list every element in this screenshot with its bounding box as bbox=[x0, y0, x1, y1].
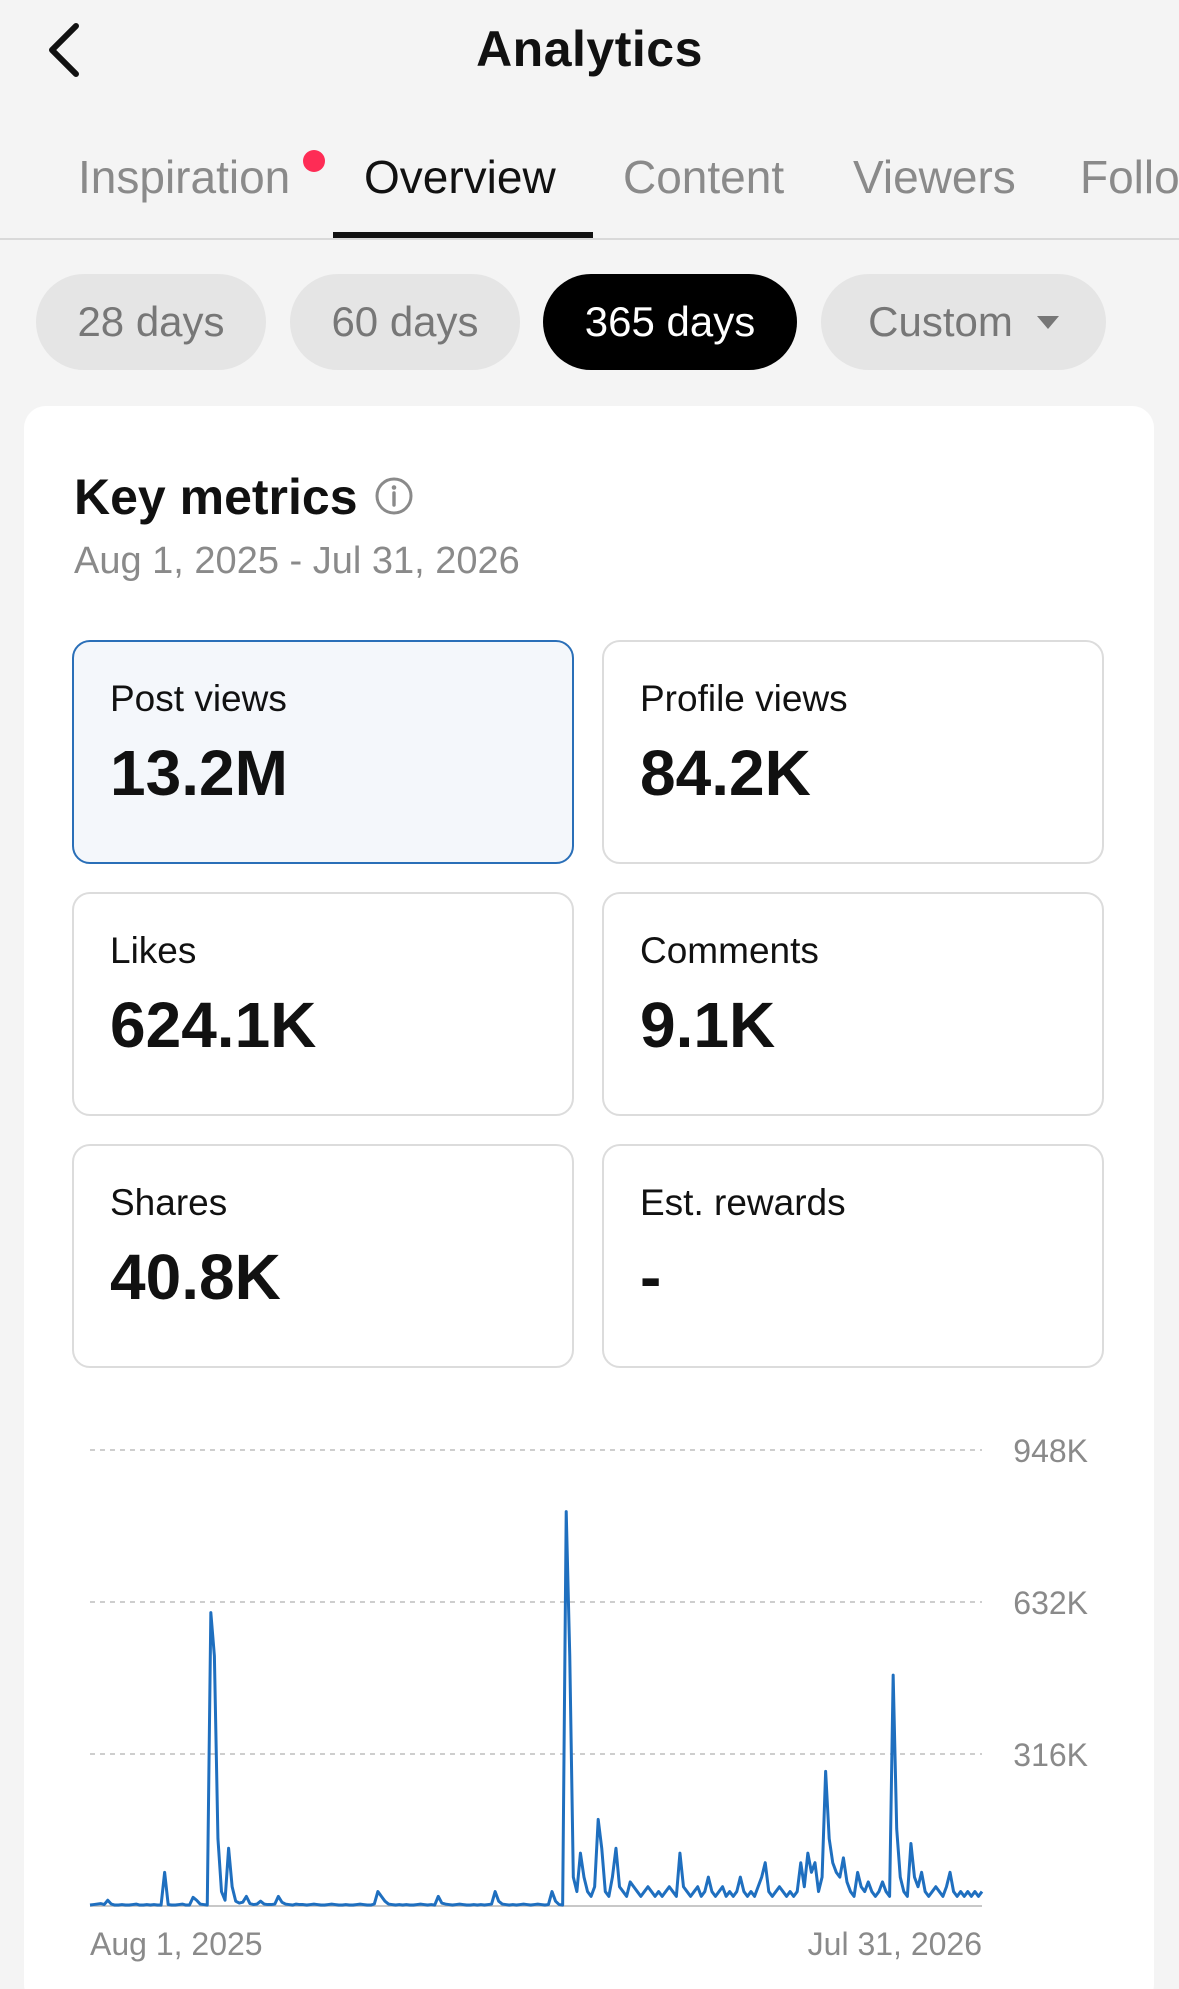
page-title: Analytics bbox=[476, 21, 703, 77]
tab-content[interactable]: Content bbox=[623, 151, 785, 203]
key-metrics-card: Key metrics Aug 1, 2025 - Jul 31, 2026 P… bbox=[24, 406, 1154, 1989]
metric-value: 624.1K bbox=[110, 989, 317, 1061]
caret-down-icon bbox=[1036, 315, 1059, 329]
chip-label: Custom bbox=[868, 298, 1013, 345]
tab-viewers[interactable]: Viewers bbox=[853, 151, 1016, 203]
notification-dot bbox=[303, 150, 325, 172]
metric-card-shares[interactable]: Shares 40.8K bbox=[72, 1144, 574, 1368]
active-tab-indicator bbox=[333, 232, 593, 238]
period-28-days-chip[interactable]: 28 days bbox=[36, 274, 266, 370]
header: Analytics bbox=[0, 0, 1179, 104]
metric-card-profile-views[interactable]: Profile views 84.2K bbox=[602, 640, 1104, 864]
period-custom-dropdown[interactable]: Custom bbox=[821, 274, 1106, 370]
tab-inspiration[interactable]: Inspiration bbox=[78, 151, 291, 203]
chip-label: 60 days bbox=[331, 298, 479, 345]
tab-followers[interactable]: Follo bbox=[1080, 151, 1179, 203]
tab-bar: Inspiration Overview Content Viewers Fol… bbox=[0, 122, 1179, 240]
metric-value: 9.1K bbox=[640, 989, 776, 1061]
info-icon[interactable] bbox=[374, 476, 414, 516]
period-selector: 28 days 60 days 365 days Custom bbox=[0, 274, 1179, 370]
tab-overview[interactable]: Overview bbox=[364, 151, 556, 203]
metric-value: 13.2M bbox=[110, 737, 288, 809]
metric-label: Likes bbox=[110, 930, 197, 971]
metric-label: Post views bbox=[110, 678, 287, 719]
period-60-days-chip[interactable]: 60 days bbox=[290, 274, 520, 370]
metric-label: Comments bbox=[640, 930, 819, 971]
metric-card-est-rewards[interactable]: Est. rewards - bbox=[602, 1144, 1104, 1368]
metric-value: - bbox=[640, 1241, 662, 1313]
metric-value: 40.8K bbox=[110, 1241, 281, 1313]
chip-label: 28 days bbox=[77, 298, 225, 345]
metric-card-likes[interactable]: Likes 624.1K bbox=[72, 892, 574, 1116]
period-365-days-chip[interactable]: 365 days bbox=[543, 274, 797, 370]
chevron-left-icon bbox=[49, 23, 79, 77]
chip-label: 365 days bbox=[584, 298, 756, 345]
back-button[interactable] bbox=[40, 16, 96, 84]
metric-label: Shares bbox=[110, 1182, 228, 1223]
date-range: Aug 1, 2025 - Jul 31, 2026 bbox=[74, 540, 520, 582]
metric-value: 84.2K bbox=[640, 737, 811, 809]
metric-label: Profile views bbox=[640, 678, 848, 719]
metric-label: Est. rewards bbox=[640, 1182, 846, 1223]
key-metrics-title: Key metrics bbox=[74, 469, 358, 525]
metric-card-post-views[interactable]: Post views 13.2M bbox=[72, 640, 574, 864]
metric-card-comments[interactable]: Comments 9.1K bbox=[602, 892, 1104, 1116]
